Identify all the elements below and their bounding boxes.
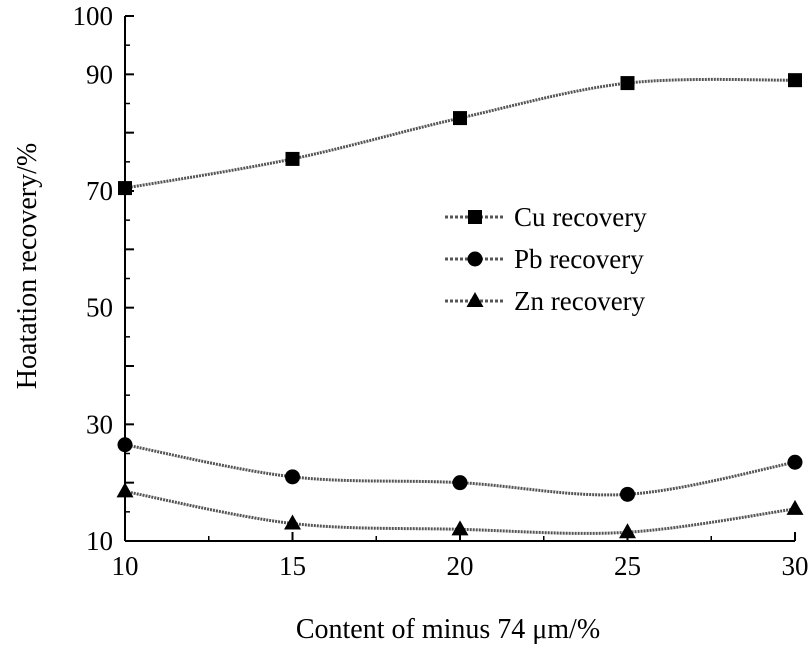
cu-recovery-point	[788, 73, 802, 88]
pb-recovery-point	[285, 469, 300, 485]
legend-entry: Zn recovery	[445, 286, 646, 316]
series-zn-recovery	[116, 482, 804, 539]
x-axis-title: Content of minus 74 μm/%	[296, 614, 600, 645]
y-tick-label: 100	[73, 1, 114, 31]
plot-axes	[124, 16, 795, 542]
y-tick-label: 70	[86, 176, 113, 206]
series-pb-recovery	[117, 437, 803, 502]
cu-recovery-point	[453, 111, 467, 126]
pb-recovery-point	[117, 437, 133, 453]
cu-recovery-line	[124, 77, 796, 190]
legend-entry: Cu recovery	[445, 202, 647, 232]
series-group	[116, 73, 804, 539]
series-cu-recovery	[118, 73, 802, 196]
cu-recovery-point	[620, 76, 635, 91]
pb-recovery-point	[787, 454, 803, 470]
zn-recovery-point	[116, 482, 134, 498]
legend-marker	[467, 251, 483, 267]
x-tick-label: 20	[447, 551, 474, 581]
zn-recovery-line	[124, 489, 796, 535]
pb-recovery-point	[452, 475, 468, 491]
zn-recovery-point	[786, 499, 804, 515]
pb-recovery-point	[620, 486, 635, 502]
y-tick-label: 10	[86, 526, 113, 556]
y-tick-label: 50	[86, 293, 113, 323]
y-axis-title: Hoatation recovery/%	[12, 143, 43, 389]
zn-recovery-point	[451, 520, 469, 536]
zn-recovery-point	[619, 523, 636, 539]
x-tick-label: 10	[112, 551, 139, 581]
cu-recovery-point	[285, 151, 300, 166]
x-tick-label: 30	[782, 551, 809, 581]
x-tick-label: 15	[279, 551, 306, 581]
legend-label: Zn recovery	[514, 286, 646, 316]
legend-marker	[466, 292, 484, 307]
legend: Cu recovery Pb recovery Zn recovery	[445, 202, 647, 316]
legend-marker	[468, 210, 482, 224]
y-tick-label: 90	[86, 59, 113, 89]
y-tick-label: 30	[86, 409, 113, 439]
pb-recovery-line	[124, 443, 796, 497]
axis-ticks: 10 15 20 25 30 10 30 50 70 90 100	[73, 1, 809, 581]
zn-recovery-point	[284, 514, 301, 530]
legend-label: Cu recovery	[514, 202, 647, 232]
x-tick-label: 25	[614, 551, 641, 581]
legend-entry: Pb recovery	[445, 244, 644, 274]
legend-label: Pb recovery	[514, 244, 644, 274]
cu-recovery-point	[118, 181, 132, 196]
